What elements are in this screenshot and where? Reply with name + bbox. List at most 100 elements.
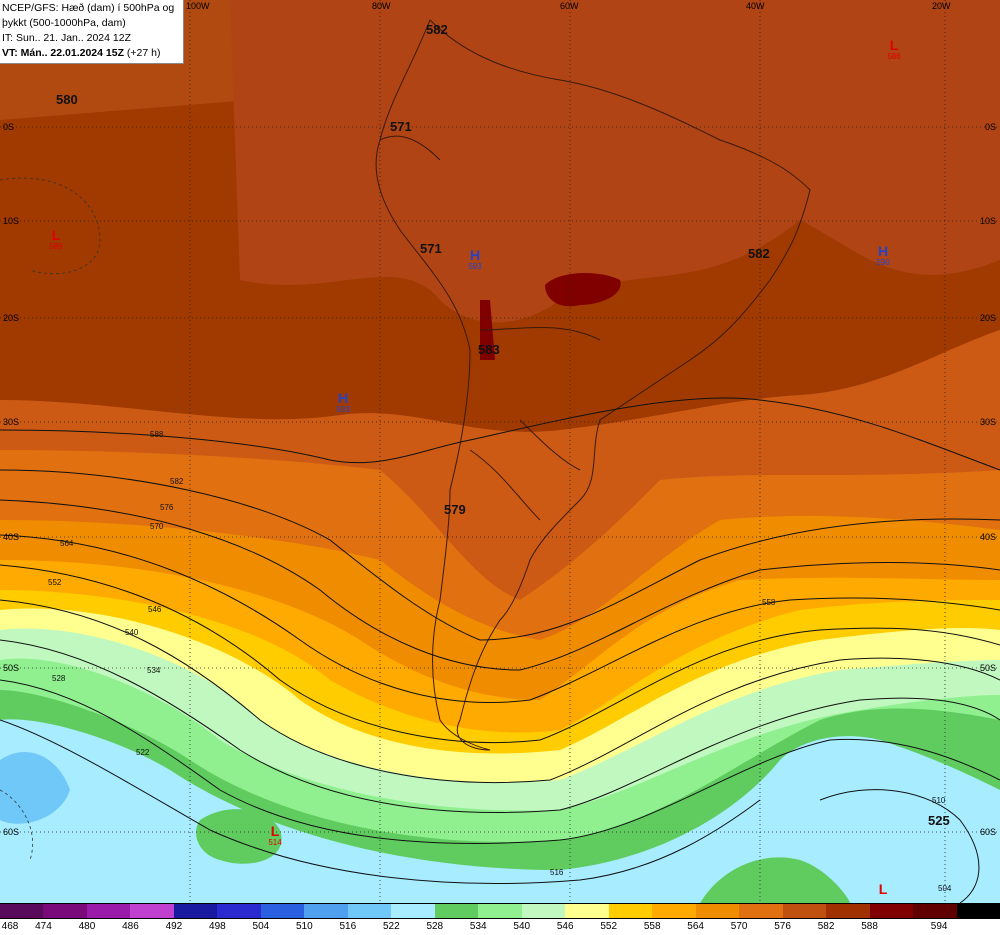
legend-swatch [608,904,653,918]
info-line-2: þykkt (500-1000hPa, dam) [2,17,126,29]
lon-label-100w: 100W [186,1,210,11]
color-legend-ticks: 468 474 480 486 492 498 504 510 516 522 528 534 540 5… [0,919,1000,935]
info-line-4: VT: Mán.. 22.01.2024 15Z (+27 h) [2,46,181,61]
legend-tick-label: 540 [513,921,531,932]
lat-label-40s-right: 40S [980,532,997,542]
legend-tick-label: 522 [382,921,400,932]
legend-tick-label: 486 [122,921,139,932]
lat-label-30s-right: 30S [980,417,997,427]
height-contours [0,397,1000,903]
contour-label: 534 [147,666,161,675]
lat-label-30s-left: 30S [3,417,20,427]
lat-label-10s-right: 10S [980,216,997,226]
legend-tick-label: 564 [687,921,704,932]
weather-map [0,0,1000,903]
legend-swatch [826,904,870,918]
lat-label-50s-right: 50S [980,663,997,673]
contour-label: 504 [938,884,952,893]
legend-tick-label: 492 [165,921,183,932]
legend-swatch [869,904,914,918]
contour-label: 558 [762,598,776,607]
contour-label: 546 [148,605,162,614]
legend-tick-label: 588 [861,921,878,932]
contour-label: 564 [60,539,74,548]
legend-swatch [391,904,435,918]
graticule [0,0,1000,903]
low-value: 586 [887,52,901,61]
legend-tick-label: 576 [774,921,791,932]
high-symbol: H [337,390,349,406]
lat-label-0s-left: 0S [3,122,15,132]
color-legend: 468 474 480 486 492 498 504 510 516 522 528 534 540 5… [0,903,1000,934]
legend-swatch [43,904,87,918]
low-symbol: L [878,881,888,897]
low-center-west: L 589 [48,228,64,252]
contour-label: 516 [550,868,564,877]
lon-label-20w: 20W [932,1,951,11]
lat-label-40s-left: 40S [3,532,20,542]
legend-swatch [173,904,218,918]
info-line-3: IT: Sun.. 21. Jan.. 2024 12Z [2,32,131,44]
legend-swatch [913,904,957,918]
contour-label: 570 [150,522,164,531]
low-center-southeast: L [875,882,891,896]
legend-swatch [347,904,392,918]
contour-label: 552 [48,578,62,587]
high-center-andes: H 593 [467,248,483,272]
lat-label-10s-left: 10S [3,216,20,226]
high-center-pacific: H 593 [335,391,351,415]
color-legend-swatches [0,903,1000,919]
contour-label: 510 [932,796,946,805]
map-info-box: NCEP/GFS: Hæð (dam) í 500hPa og þykkt (5… [0,0,184,64]
lat-label-60s-right: 60S [980,827,997,837]
info-line-1: NCEP/GFS: Hæð (dam) í 500hPa og [2,2,175,14]
low-symbol: L [270,823,280,839]
big-label: 582 [748,246,770,261]
big-label: 582 [426,22,448,37]
high-value: 593 [468,262,482,271]
low-symbol: L [889,37,899,53]
legend-tick-label: 504 [252,921,270,932]
legend-swatch [86,904,131,918]
legend-swatch [260,904,305,918]
legend-tick-label: 510 [296,921,313,932]
legend-swatch [782,904,827,918]
contour-label: 576 [160,503,174,512]
low-center-south: L 514 [267,824,283,848]
low-center-northeast: L 586 [886,38,902,62]
legend-swatch [130,904,174,918]
big-label: 580 [56,92,78,107]
low-value: 589 [49,242,63,251]
big-label: 525 [928,813,950,828]
legend-tick-label: 498 [209,921,226,932]
lon-label-80w: 80W [372,1,391,11]
contour-label: 588 [150,430,164,439]
legend-tick-label: 582 [817,921,835,932]
legend-tick-label: 468 [1,921,19,932]
legend-tick-label: 516 [339,921,357,932]
lat-label-60s-left: 60S [3,827,20,837]
high-symbol: H [469,247,481,263]
legend-tick-label: 528 [426,921,444,932]
legend-swatch [304,904,348,918]
legend-swatch [652,904,696,918]
contour-label: 540 [125,628,139,637]
lat-label-20s-left: 20S [3,313,20,323]
legend-swatch [956,904,1000,918]
contour-label: 528 [52,674,66,683]
lat-label-0s-right: 0S [985,122,997,132]
valid-time: VT: Mán.. 22.01.2024 15Z [2,47,124,59]
contour-label: 582 [170,477,184,486]
legend-tick-label: 480 [78,921,96,932]
legend-swatch [565,904,609,918]
legend-swatch [695,904,740,918]
legend-tick-label: 570 [730,921,748,932]
high-symbol: H [877,243,889,259]
lat-label-20s-right: 20S [980,313,997,323]
high-center-atlantic: H 590 [875,244,891,268]
low-value: 514 [268,838,282,847]
coastlines [375,19,811,751]
legend-tick-label: 546 [556,921,574,932]
legend-tick-label: 474 [35,921,52,932]
legend-tick-label: 594 [930,921,948,932]
